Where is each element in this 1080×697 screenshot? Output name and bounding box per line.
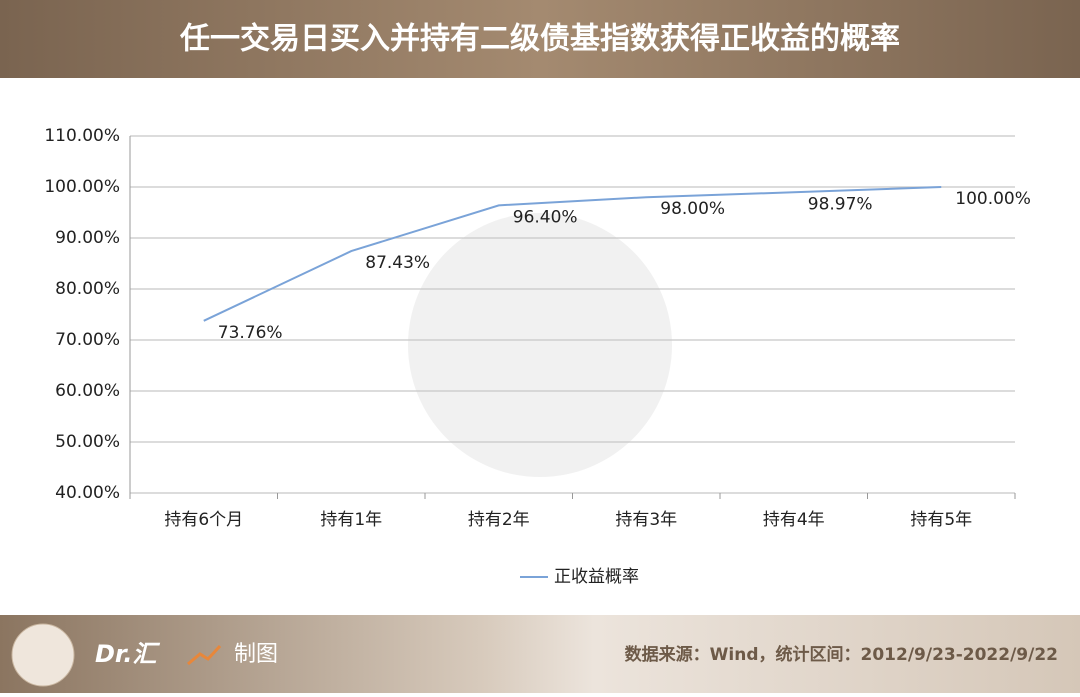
data-label: 87.43% [365, 253, 430, 273]
x-tick-label: 持有6个月 [164, 510, 243, 530]
y-tick-label: 110.00% [44, 126, 120, 146]
legend-label: 正收益概率 [554, 567, 639, 587]
y-tick-label: 50.00% [55, 432, 120, 452]
x-tick-label: 持有4年 [763, 510, 825, 530]
header-band [0, 0, 1080, 78]
logo [11, 623, 75, 687]
data-label: 96.40% [513, 207, 578, 227]
source: 数据来源：Wind，统计区间：2012/9/23-2022/9/22 [625, 644, 1058, 665]
data-label: 98.00% [660, 199, 725, 219]
x-tick-label: 持有5年 [910, 510, 972, 530]
y-tick-label: 60.00% [55, 381, 120, 401]
watermark [408, 213, 672, 477]
chart-title: 任一交易日买入并持有二级债基指数获得正收益的概率 [179, 22, 900, 57]
data-label: 73.76% [218, 323, 283, 343]
line [203, 186, 942, 322]
x-tick-label: 持有2年 [468, 510, 530, 530]
brand-action: 制图 [234, 642, 278, 667]
y-tick-label: 70.00% [55, 330, 120, 350]
y-tick-label: 40.00% [55, 483, 120, 503]
trend-icon [187, 644, 222, 666]
data-label: 100.00% [955, 189, 1031, 209]
x-tick-label: 持有3年 [615, 510, 677, 530]
data-label: 98.97% [808, 194, 873, 214]
brand: Dr.汇 [95, 640, 160, 668]
footer-band [0, 615, 1080, 693]
y-tick-label: 100.00% [44, 177, 120, 197]
x-tick-label: 持有1年 [320, 510, 382, 530]
y-tick-label: 80.00% [55, 279, 120, 299]
y-tick-label: 90.00% [55, 228, 120, 248]
